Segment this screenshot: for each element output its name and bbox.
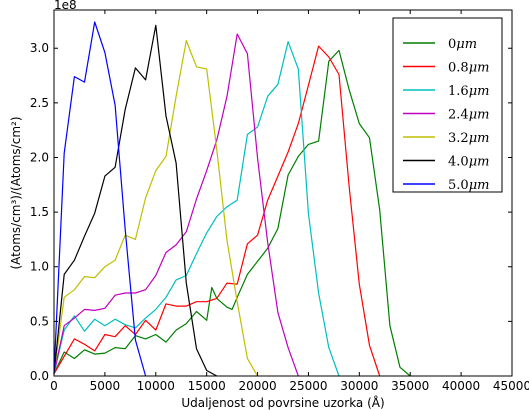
y-axis-ticks: 0.0 0.5 1.0 1.5 2.0 2.5 3.0 (30, 41, 512, 383)
series-layer (53, 21, 411, 377)
series-line (53, 21, 147, 377)
x-tick-label: 40000 (442, 379, 480, 393)
x-tick-label: 20000 (238, 379, 276, 393)
x-axis-label: Udaljenost od povrsine uzorka (Å) (181, 395, 384, 410)
legend-label: 2.4μm (448, 108, 489, 123)
series-line (53, 24, 218, 377)
legend-label: 1.6μm (448, 84, 489, 99)
legend-label: 4.0μm (448, 155, 489, 170)
x-tick-label: 25000 (289, 379, 327, 393)
y-tick-label: 0.0 (30, 369, 49, 383)
legend: 0μm 0.8μm 1.6μm 2.4μm 3.2μm 4.0μm 5.0μm (392, 17, 503, 193)
legend-box (392, 17, 503, 193)
legend-label: 0μm (448, 37, 477, 52)
series-line (53, 39, 259, 377)
legend-label: 0.8μm (448, 61, 489, 76)
x-tick-label: 0 (50, 379, 58, 393)
series-line (53, 49, 411, 377)
x-tick-label: 5000 (90, 379, 121, 393)
series-line (53, 41, 340, 377)
x-tick-label: 10000 (137, 379, 175, 393)
y-tick-label: 1.0 (30, 260, 49, 274)
series-line (53, 33, 299, 377)
y-tick-label: 3.0 (30, 41, 49, 55)
y-tick-label: 0.5 (30, 314, 49, 328)
plot-frame (53, 9, 513, 377)
x-tick-label: 30000 (340, 379, 378, 393)
y-axis-label: (Atoms/cm³)/(Atoms/cm²) (9, 116, 23, 269)
x-tick-label: 15000 (188, 379, 226, 393)
y-tick-label: 1.5 (30, 205, 49, 219)
legend-label: 3.2μm (448, 131, 489, 146)
legend-label: 5.0μm (448, 178, 489, 193)
y-tick-label: 2.0 (30, 150, 49, 164)
y-tick-label: 2.5 (30, 96, 49, 110)
x-tick-label: 35000 (391, 379, 429, 393)
series-line (53, 45, 381, 377)
x-tick-label: 45000 (493, 379, 529, 393)
x-axis-ticks: 0 5000 10000 15000 20000 25000 30000 35000 40000… (50, 10, 529, 393)
y-axis-exponent: 1e8 (54, 0, 77, 12)
